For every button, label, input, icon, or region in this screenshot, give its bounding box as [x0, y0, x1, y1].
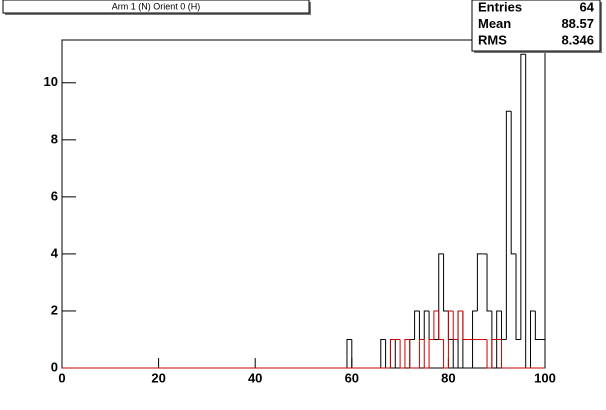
hist-bin — [423, 339, 430, 369]
stat-value: 88.57 — [561, 16, 594, 31]
stat-value: 8.346 — [561, 32, 594, 47]
x-tick-label: 60 — [345, 370, 359, 385]
hist-bin — [438, 310, 444, 340]
y-tick-label: 8 — [51, 131, 58, 146]
hist-bin — [491, 338, 497, 368]
hist-bin — [457, 310, 463, 340]
hist-bin — [414, 310, 420, 340]
hist-bin — [443, 253, 449, 312]
hist-bin — [486, 339, 492, 369]
x-tick-label: 100 — [534, 370, 556, 385]
hist-bin — [452, 310, 459, 340]
hist-bin — [394, 339, 401, 369]
hist-bin — [447, 310, 454, 368]
x-tick-label: 40 — [248, 370, 262, 385]
hist-bin — [530, 310, 536, 368]
hist-bin — [486, 253, 492, 312]
stat-value: 64 — [580, 0, 595, 14]
hist-bin — [404, 338, 410, 368]
y-tick-label: 10 — [44, 74, 58, 89]
hist-bin — [496, 310, 502, 368]
hist-bin — [346, 338, 352, 368]
y-tick-label: 4 — [51, 245, 59, 260]
hist-bin — [534, 310, 541, 340]
hist-bin — [520, 53, 526, 340]
chart-title: Arm 1 (N) Orient 0 (H) — [112, 1, 201, 11]
y-tick-label: 2 — [51, 302, 58, 317]
y-tick-label: 6 — [51, 188, 58, 203]
hist-bin — [510, 111, 517, 255]
hist-bin — [515, 253, 521, 340]
hist-bin — [389, 338, 396, 368]
hist-bin — [409, 339, 415, 369]
hist-bin — [433, 310, 439, 340]
stats-box — [471, 0, 601, 52]
x-tick-label: 80 — [441, 370, 455, 385]
hist-bin — [472, 310, 478, 368]
hist-bin — [428, 338, 434, 368]
hist-bin — [443, 339, 449, 369]
stat-label: Entries — [478, 0, 522, 14]
hist-bin — [476, 253, 483, 311]
stat-label: RMS — [478, 32, 507, 47]
hist-bin — [399, 339, 405, 369]
hist-bin — [452, 339, 459, 369]
hist-bin — [423, 310, 430, 340]
stat-label: Mean — [478, 16, 511, 31]
hist-bin — [462, 310, 468, 340]
x-tick-label: 20 — [151, 370, 165, 385]
title-box — [2, 0, 310, 14]
hist-bin — [501, 339, 507, 369]
hist-bin — [380, 338, 386, 368]
y-tick-label: 0 — [51, 359, 58, 374]
x-tick-label: 0 — [58, 370, 65, 385]
hist-bin — [418, 338, 425, 368]
hist-bin — [505, 110, 512, 340]
